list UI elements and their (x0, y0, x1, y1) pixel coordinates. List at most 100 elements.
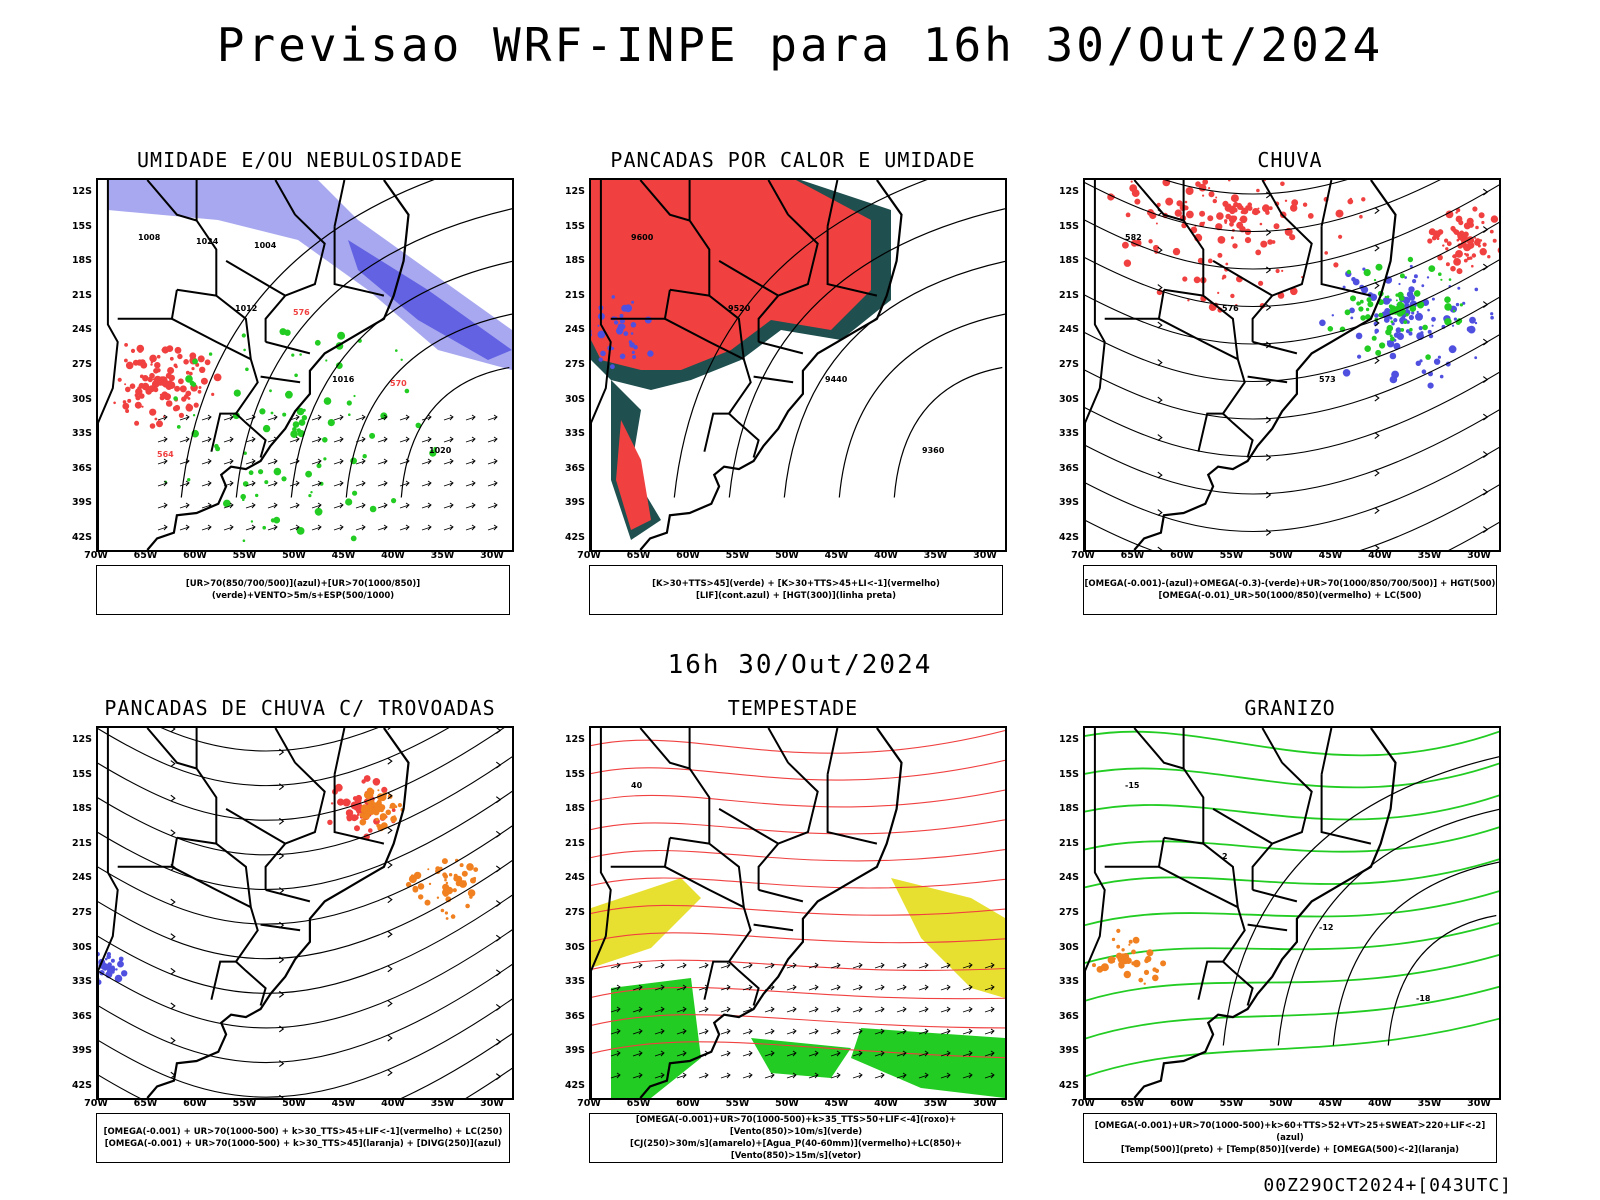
lon-tick-label: 65W (626, 550, 651, 561)
contour-label: 40 (631, 781, 643, 790)
panel-title: UMIDADE E/OU NEBULOSIDADE (136, 148, 464, 172)
lon-tick-label: 50W (775, 1098, 799, 1109)
lon-tick-label: 55W (232, 1098, 257, 1109)
lat-tick-label: 12S (1058, 734, 1079, 745)
lat-tick-label: 21S (71, 289, 92, 301)
lat-tick-label: 15S (1058, 220, 1079, 232)
lat-tick-label: 36S (1058, 462, 1079, 474)
lat-tick-label: 30S (71, 393, 92, 405)
lat-tick-label: 21S (71, 837, 92, 849)
lon-tick-label: 40W (1368, 550, 1392, 561)
lon-tick-label: 55W (725, 550, 750, 561)
legend-line: [OMEGA(-0.01)_UR>50(1000/850)(vermelho) … (1158, 591, 1422, 601)
streamlines-250 (98, 728, 512, 1098)
lat-tick-label: 12S (564, 734, 585, 745)
lat-tick-label: 27S (1058, 359, 1079, 370)
lon-tick-label: 40W (1368, 1098, 1392, 1109)
lat-tick-label: 18S (564, 255, 585, 267)
mid-title: 16h 30/Out/2024 (667, 650, 933, 680)
lat-tick-label: 33S (564, 428, 585, 440)
lat-tick-label: 21S (564, 289, 585, 301)
lat-tick-label: 30S (71, 941, 92, 953)
lon-tick-label: 50W (282, 550, 306, 561)
lat-tick-label: 21S (564, 837, 585, 849)
lat-tick-label: 21S (1058, 289, 1079, 301)
contour-label: 9440 (825, 375, 848, 384)
lat-tick-label: 39S (564, 1045, 585, 1057)
lat-tick-label: 33S (71, 428, 92, 440)
lat-tick-label: 15S (71, 220, 92, 232)
map-canvas: -15 2 -12 -18 (1085, 728, 1499, 1098)
lat-tick-label: 30S (1058, 393, 1079, 405)
coastline (1133, 180, 1397, 550)
lat-tick-label: 27S (71, 907, 92, 918)
lat-tick-label: 18S (564, 803, 585, 815)
lon-tick-label: 60W (1170, 1098, 1194, 1109)
pressure-contours (180, 180, 512, 498)
lon-tick-label: 60W (183, 1098, 207, 1109)
panel-legend: [OMEGA(-0.001) + UR>70(1000-500) + k>30_… (96, 1113, 510, 1163)
legend-line: [K>30+TTS>45](verde) + [K>30+TTS>45+LI<-… (652, 579, 940, 589)
legend-line: [OMEGA(-0.001)+UR>70(1000-500)+k>60+TTS>… (1094, 1121, 1486, 1143)
political-borders (98, 728, 385, 1098)
hgt300-contours (673, 180, 1005, 498)
lat-tick-label: 30S (1058, 941, 1079, 953)
map-frame: 582 576 573 (1083, 178, 1501, 552)
lon-tick-label: 30W (1467, 550, 1491, 561)
lon-tick-label: 50W (282, 1098, 306, 1109)
omega-orange-dots (1092, 928, 1167, 985)
contour-label: 9600 (631, 233, 654, 242)
political-borders (591, 728, 878, 1098)
lat-tick-label: 39S (1058, 497, 1079, 509)
lon-tick-label: 65W (133, 1098, 158, 1109)
panel-title: PANCADAS POR CALOR E UMIDADE (610, 148, 976, 172)
coastline (146, 180, 410, 550)
lat-tick-label: 24S (1058, 324, 1079, 336)
contour-label: 1024 (196, 237, 219, 246)
lat-tick-label: 27S (71, 359, 92, 370)
coastline (639, 180, 903, 550)
panel-title: TEMPESTADE (727, 696, 859, 720)
lat-tick-label: 42S (1058, 532, 1079, 543)
lat-tick-label: 15S (564, 220, 585, 232)
panel-legend: [OMEGA(-0.001)+UR>70(1000-500)+k>60+TTS>… (1083, 1113, 1497, 1163)
contour-label: 9520 (728, 304, 751, 313)
lon-tick-label: 70W (577, 1098, 601, 1109)
lat-tick-label: 39S (71, 497, 92, 509)
legend-line: [OMEGA(-0.001) + UR>70(1000-500) + k>30_… (103, 1127, 503, 1137)
lat-tick-label: 42S (1058, 1080, 1079, 1091)
lat-tick-label: 30S (564, 941, 585, 953)
lon-tick-label: 45W (331, 1098, 356, 1109)
lat-tick-label: 33S (1058, 428, 1079, 440)
lon-tick-label: 70W (577, 550, 601, 561)
lon-tick-label: 45W (331, 550, 356, 561)
lat-tick-label: 15S (1058, 768, 1079, 780)
lon-tick-label: 60W (183, 550, 207, 561)
rain-red-east (1427, 206, 1499, 275)
lat-tick-label: 39S (564, 497, 585, 509)
wind-850-vectors (610, 962, 995, 1079)
humidity-blue-shade (108, 180, 512, 370)
lat-tick-label: 18S (71, 803, 92, 815)
lat-tick-label: 15S (564, 768, 585, 780)
lon-tick-label: 70W (84, 1098, 108, 1109)
lat-tick-label: 30S (564, 393, 585, 405)
lon-tick-label: 55W (232, 550, 257, 561)
panel-title: GRANIZO (1244, 696, 1336, 720)
map-canvas: 9600 9520 9440 9360 (591, 180, 1005, 550)
lif-blue-contours (591, 295, 654, 370)
panel-title: PANCADAS DE CHUVA C/ TROVOADAS (104, 696, 496, 720)
lat-tick-label: 24S (71, 324, 92, 336)
lat-tick-label: 42S (564, 532, 585, 543)
panel-legend: [UR>70(850/700/500)](azul)+[UR>70(1000/8… (96, 565, 510, 615)
lat-tick-label: 12S (71, 734, 92, 745)
lon-tick-label: 40W (874, 1098, 898, 1109)
legend-line: [OMEGA(-0.001)+UR>70(1000-500)+k>35_TTS>… (635, 1115, 957, 1137)
panel-legend: [OMEGA(-0.001)-(azul)+OMEGA(-0.3)-(verde… (1083, 565, 1497, 615)
lon-tick-label: 35W (923, 550, 948, 561)
lon-tick-label: 30W (1467, 1098, 1491, 1109)
contour-label: 9360 (922, 446, 945, 455)
lat-tick-label: 36S (71, 462, 92, 474)
lon-tick-label: 45W (824, 550, 849, 561)
lat-tick-label: 18S (1058, 255, 1079, 267)
